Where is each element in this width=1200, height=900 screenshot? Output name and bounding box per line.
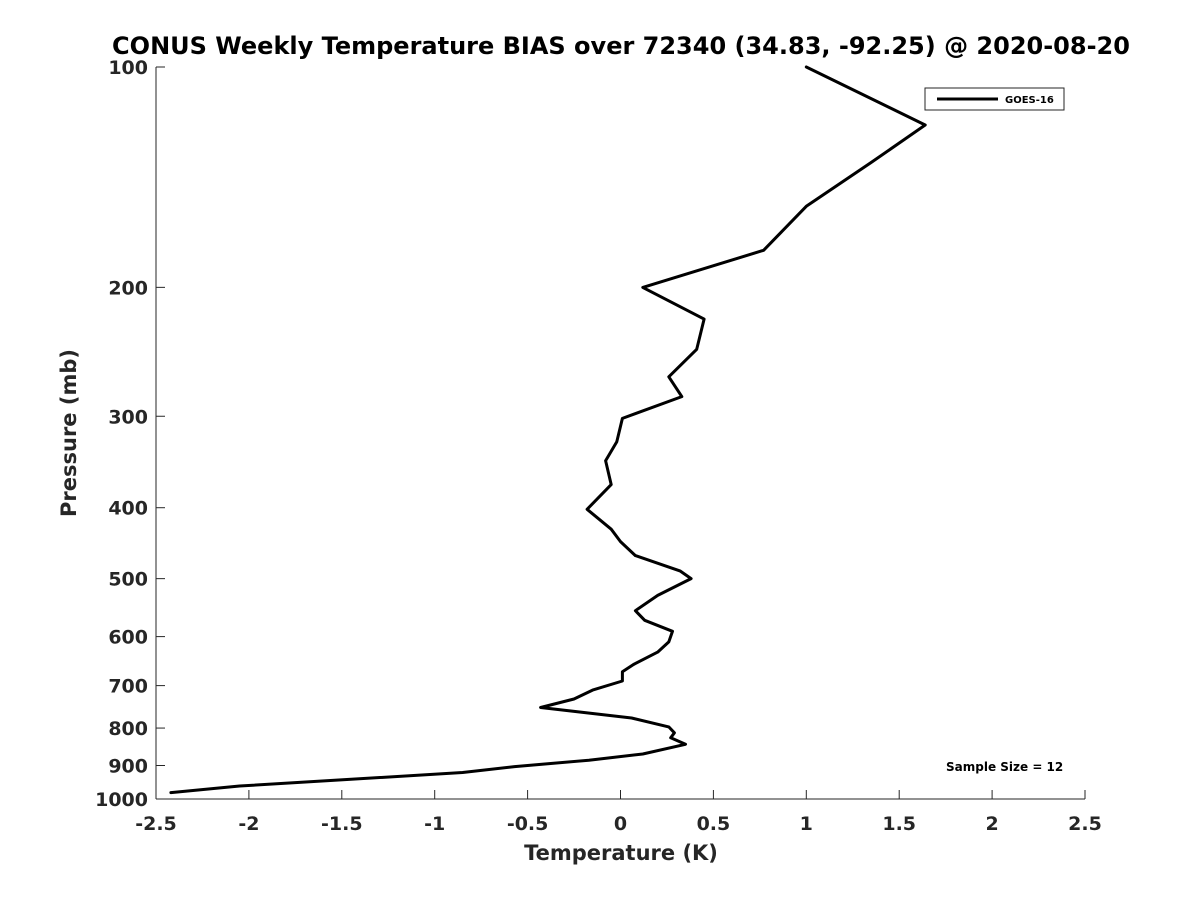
legend: GOES-16 [924, 87, 1065, 111]
series-line-goes-16 [169, 65, 927, 795]
y-axis-label: Pressure (mb) [57, 349, 81, 517]
y-tick-label: 200 [108, 277, 148, 299]
series-layer [169, 65, 927, 795]
x-tick-label: 0.5 [697, 813, 731, 835]
x-tick-label: -0.5 [507, 813, 549, 835]
y-tick-label: 800 [108, 718, 148, 740]
y-tick-label: 600 [108, 627, 148, 649]
x-tick-label: 0 [614, 813, 627, 835]
x-tick-label: -2.5 [135, 813, 177, 835]
y-tick-label: 700 [108, 676, 148, 698]
y-tick-label: 1000 [95, 789, 148, 811]
y-tick-label: 300 [108, 406, 148, 428]
legend-label: GOES-16 [1005, 95, 1054, 106]
x-tick-label: 1.5 [882, 813, 916, 835]
x-tick-label: 2.5 [1068, 813, 1102, 835]
y-tick-label: 400 [108, 498, 148, 520]
x-tick-label: -1 [424, 813, 445, 835]
x-tick-label: 2 [985, 813, 998, 835]
plot-area [155, 67, 1085, 800]
chart-title: CONUS Weekly Temperature BIAS over 72340… [112, 32, 1130, 60]
sample-size-annotation: Sample Size = 12 [946, 760, 1063, 774]
x-tick-label: -1.5 [321, 813, 363, 835]
x-ticks: -2.5 -2 -1.5 -1 -0.5 0 0.5 1 1.5 2 2.5 [135, 790, 1102, 835]
y-tick-label: 900 [108, 756, 148, 778]
x-tick-label: -2 [238, 813, 259, 835]
x-axis-label: Temperature (K) [524, 841, 718, 865]
y-ticks: 100 200 300 400 500 600 700 800 900 1000 [95, 57, 165, 811]
y-tick-label: 500 [108, 569, 148, 591]
y-tick-label: 100 [108, 57, 148, 79]
x-tick-label: 1 [800, 813, 813, 835]
